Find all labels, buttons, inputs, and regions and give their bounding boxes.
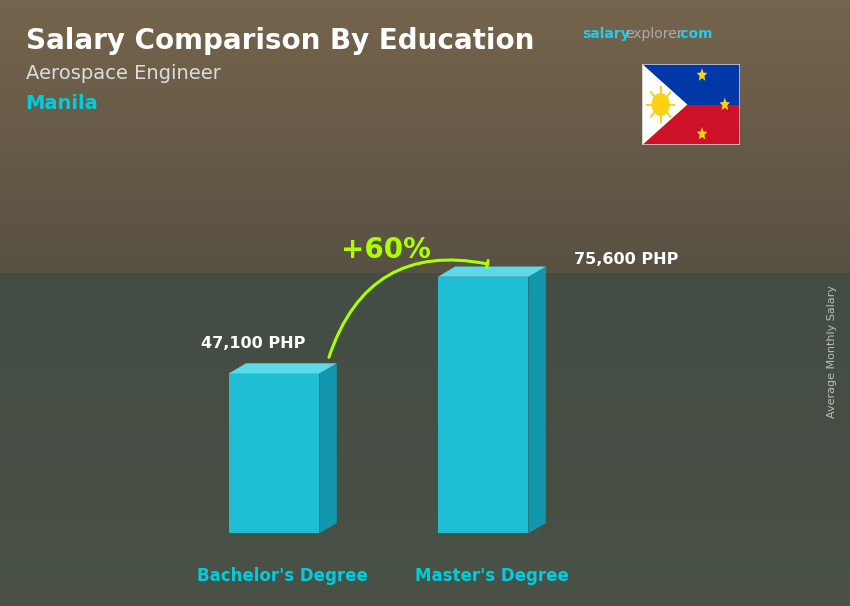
Text: Average Monthly Salary: Average Monthly Salary [827, 285, 837, 418]
Polygon shape [438, 277, 529, 533]
Polygon shape [229, 373, 320, 533]
Polygon shape [697, 68, 707, 81]
Text: Salary Comparison By Education: Salary Comparison By Education [26, 27, 534, 55]
Polygon shape [229, 363, 337, 373]
Polygon shape [720, 98, 730, 110]
Polygon shape [697, 127, 707, 139]
Text: +60%: +60% [341, 236, 430, 264]
Text: .com: .com [676, 27, 713, 41]
Polygon shape [642, 64, 740, 145]
Text: salary: salary [582, 27, 630, 41]
Polygon shape [642, 64, 740, 104]
Polygon shape [438, 267, 546, 277]
Polygon shape [642, 64, 688, 145]
Text: Master's Degree: Master's Degree [415, 567, 569, 585]
Text: 75,600 PHP: 75,600 PHP [574, 252, 678, 267]
Polygon shape [320, 363, 337, 533]
Text: 47,100 PHP: 47,100 PHP [201, 336, 305, 351]
Text: Manila: Manila [26, 94, 99, 113]
Circle shape [651, 93, 670, 116]
Text: Aerospace Engineer: Aerospace Engineer [26, 64, 220, 82]
Text: Bachelor's Degree: Bachelor's Degree [197, 567, 368, 585]
Text: explorer: explorer [625, 27, 683, 41]
Polygon shape [529, 267, 546, 533]
Polygon shape [642, 104, 740, 145]
